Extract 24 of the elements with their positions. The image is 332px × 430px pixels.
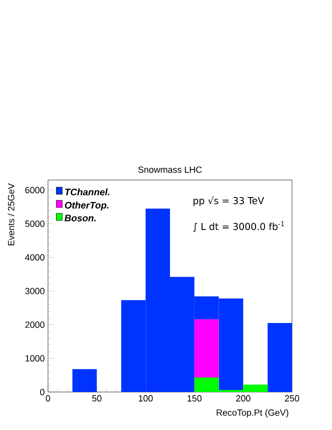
legend-label: TChannel. — [65, 188, 110, 196]
y-tick-label: 6000 — [25, 186, 44, 194]
chart-title: Snowmass LHC — [138, 166, 202, 173]
x-tick-label: 50 — [92, 395, 102, 402]
annotation: ∫ L dt = 3000.0 fb$^{-1}$ — [193, 221, 284, 232]
y-tick-label: 4000 — [25, 254, 44, 261]
x-tick-label: 0 — [46, 395, 50, 402]
legend-label: OtherTop. — [64, 202, 109, 210]
x-tick-label: 200 — [236, 395, 250, 402]
y-axis-title: Events / 25GeV — [8, 183, 14, 246]
y-tick-label: 2000 — [25, 322, 44, 328]
y-tick-label: 1000 — [26, 355, 44, 362]
x-tick-label: 150 — [188, 395, 202, 402]
x-tick-label: 250 — [284, 395, 300, 402]
x-axis-title: RecoTop.Pt (GeV) — [216, 409, 288, 418]
bar — [194, 319, 219, 378]
y-tick-label: 0 — [40, 388, 44, 396]
y-tick-label: 3000 — [25, 288, 44, 294]
x-tick-label: 100 — [138, 395, 153, 402]
y-tick-label: 5000 — [25, 220, 44, 227]
bar — [268, 323, 292, 392]
legend-label: Boson. — [64, 214, 96, 222]
annotation: pp √s = 33 TeV — [194, 196, 264, 206]
bar — [72, 369, 97, 392]
